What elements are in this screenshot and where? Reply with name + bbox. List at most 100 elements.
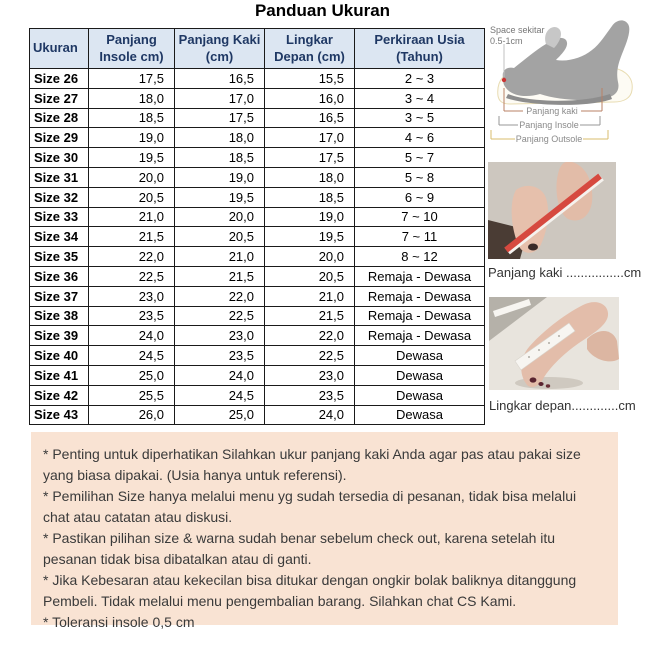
table-row: Size 41 25,0 24,0 23,0 Dewasa — [29, 364, 485, 386]
shoe-measurement-diagram: Space sekitar 0.5-1cm Panjang kaki Panj — [488, 20, 642, 152]
cell-size: Size 30 — [29, 147, 89, 168]
table-row: Size 33 21,0 20,0 19,0 7 ~ 10 — [29, 206, 485, 228]
cell-insole: 25,0 — [88, 364, 175, 386]
cell-lingkar: 16,0 — [264, 87, 355, 109]
cell-usia: Remaja - Dewasa — [354, 285, 485, 307]
header-line: Panjang — [106, 31, 157, 47]
cell-size: Size 34 — [29, 226, 89, 248]
header-panjang-insole: Panjang Insole cm) — [88, 28, 175, 69]
cell-usia: Dewasa — [354, 345, 485, 366]
cell-usia: Dewasa — [354, 404, 485, 426]
header-line: Insole cm) — [99, 48, 164, 64]
cell-kaki: 19,0 — [174, 166, 265, 188]
header-line: Depan (cm) — [274, 48, 345, 64]
cell-size: Size 26 — [29, 68, 89, 89]
cell-kaki: 17,5 — [174, 107, 265, 129]
cell-size: Size 40 — [29, 345, 89, 366]
cell-insole: 24,5 — [88, 345, 175, 366]
cell-size: Size 43 — [29, 404, 89, 426]
cell-size: Size 31 — [29, 166, 89, 188]
header-line: Perkiraan Usia — [374, 31, 465, 47]
cell-insole: 19,0 — [88, 127, 175, 149]
note-measure-foot: * Penting untuk diperhatikan Silahkan uk… — [43, 446, 581, 483]
space-label: Space sekitar 0.5-1cm — [490, 25, 545, 48]
table-row: Size 43 26,0 25,0 24,0 Dewasa — [29, 404, 485, 426]
foot-length-photo — [488, 161, 616, 259]
cell-size: Size 37 — [29, 285, 89, 307]
table-row: Size 35 22,0 21,0 20,0 8 ~ 12 — [29, 246, 485, 267]
cell-lingkar: 18,5 — [264, 186, 355, 208]
cell-lingkar: 22,0 — [264, 325, 355, 347]
note-exchange-policy: * Jika Kebesaran atau kekecilan bisa dit… — [43, 572, 577, 609]
bracket-label-panjang-kaki: Panjang kaki — [526, 106, 578, 116]
foot-side-diagram-graphic: Panjang kaki Panjang Insole Panjang Outs… — [490, 20, 633, 144]
header-line: Lingkar — [286, 31, 333, 47]
table-row: Size 26 17,5 16,5 15,5 2 ~ 3 — [29, 68, 485, 89]
cell-usia: Remaja - Dewasa — [354, 305, 485, 327]
cell-insole: 25,5 — [88, 384, 175, 406]
table-row: Size 31 20,0 19,0 18,0 5 ~ 8 — [29, 166, 485, 188]
cell-usia: 7 ~ 10 — [354, 206, 485, 228]
table-row: Size 39 24,0 23,0 22,0 Remaja - Dewasa — [29, 325, 485, 347]
cell-lingkar: 23,5 — [264, 384, 355, 406]
cell-kaki: 22,5 — [174, 305, 265, 327]
foot-girth-caption: Lingkar depan.............cm — [489, 398, 636, 413]
header-line: Ukuran — [33, 40, 78, 56]
table-row: Size 34 21,5 20,5 19,5 7 ~ 11 — [29, 226, 485, 248]
cell-kaki: 17,0 — [174, 87, 265, 109]
cell-lingkar: 24,0 — [264, 404, 355, 426]
cell-kaki: 20,5 — [174, 226, 265, 248]
header-line: Panjang Kaki — [178, 31, 261, 47]
header-panjang-kaki: Panjang Kaki (cm) — [174, 28, 265, 69]
cell-insole: 23,5 — [88, 305, 175, 327]
table-row: Size 32 20,5 19,5 18,5 6 ~ 9 — [29, 186, 485, 208]
cell-insole: 22,0 — [88, 246, 175, 267]
header-perkiraan-usia: Perkiraan Usia (Tahun) — [354, 28, 485, 69]
foot-girth-photo-graphic — [489, 297, 619, 390]
cell-insole: 19,5 — [88, 147, 175, 168]
cell-lingkar: 20,5 — [264, 265, 355, 287]
cell-kaki: 24,5 — [174, 384, 265, 406]
cell-usia: 5 ~ 7 — [354, 147, 485, 168]
cell-size: Size 29 — [29, 127, 89, 149]
cell-lingkar: 20,0 — [264, 246, 355, 267]
cell-insole: 20,5 — [88, 186, 175, 208]
table-row: Size 28 18,5 17,5 16,5 3 ~ 5 — [29, 107, 485, 129]
cell-kaki: 21,5 — [174, 265, 265, 287]
cell-kaki: 20,0 — [174, 206, 265, 228]
cell-lingkar: 21,0 — [264, 285, 355, 307]
cell-lingkar: 22,5 — [264, 345, 355, 366]
foot-length-photo-graphic — [488, 161, 616, 259]
cell-usia: 7 ~ 11 — [354, 226, 485, 248]
cell-usia: 2 ~ 3 — [354, 68, 485, 89]
cell-size: Size 41 — [29, 364, 89, 386]
cell-insole: 21,5 — [88, 226, 175, 248]
header-line: (cm) — [205, 48, 234, 64]
cell-insole: 18,0 — [88, 87, 175, 109]
table-row: Size 40 24,5 23,5 22,5 Dewasa — [29, 345, 485, 366]
table-row: Size 27 18,0 17,0 16,0 3 ~ 4 — [29, 87, 485, 109]
cell-lingkar: 17,5 — [264, 147, 355, 168]
cell-insole: 26,0 — [88, 404, 175, 426]
cell-kaki: 23,5 — [174, 345, 265, 366]
cell-size: Size 32 — [29, 186, 89, 208]
notes-panel: * Penting untuk diperhatikan Silahkan uk… — [31, 432, 618, 630]
cell-lingkar: 15,5 — [264, 68, 355, 89]
cell-insole: 22,5 — [88, 265, 175, 287]
cell-lingkar: 21,5 — [264, 305, 355, 327]
cell-size: Size 39 — [29, 325, 89, 347]
cell-size: Size 42 — [29, 384, 89, 406]
cell-kaki: 24,0 — [174, 364, 265, 386]
table-row: Size 30 19,5 18,5 17,5 5 ~ 7 — [29, 147, 485, 168]
page-title: Panduan Ukuran — [254, 1, 391, 20]
cell-lingkar: 23,0 — [264, 364, 355, 386]
cell-lingkar: 17,0 — [264, 127, 355, 149]
cell-size: Size 38 — [29, 305, 89, 327]
cell-usia: 3 ~ 5 — [354, 107, 485, 129]
size-chart-table: Ukuran Panjang Insole cm) Panjang Kaki (… — [29, 28, 485, 426]
cell-size: Size 33 — [29, 206, 89, 228]
cell-usia: 6 ~ 9 — [354, 186, 485, 208]
cell-lingkar: 19,0 — [264, 206, 355, 228]
cell-size: Size 27 — [29, 87, 89, 109]
cell-usia: Remaja - Dewasa — [354, 265, 485, 287]
